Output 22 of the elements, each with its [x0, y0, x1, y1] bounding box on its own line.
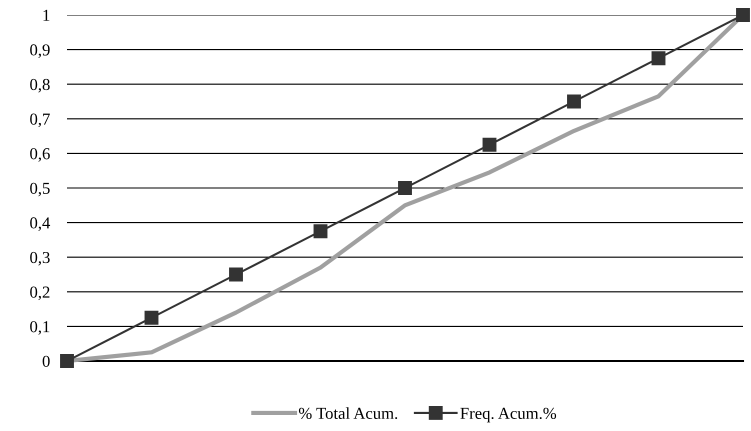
point [567, 94, 581, 108]
y-tick-label: 0,2 [30, 286, 50, 300]
y-tick-label: 1 [43, 10, 50, 21]
legend-label: Freq. Acum.% [460, 408, 556, 422]
point [314, 224, 328, 238]
y-tick-label: 0,4 [30, 217, 50, 231]
legend-label: % Total Acum. [298, 407, 398, 420]
point [229, 268, 243, 282]
y-tick-label: 0,9 [30, 44, 50, 58]
y-tick-label: 0 [42, 356, 50, 367]
y-tick-label: 0,6 [30, 148, 50, 162]
y-tick-label: 0,3 [30, 252, 50, 266]
point [60, 354, 74, 368]
y-tick-label: 0,7 [30, 114, 50, 128]
point [482, 138, 496, 152]
point [398, 181, 412, 195]
point [736, 8, 750, 22]
point [144, 310, 158, 325]
point [652, 51, 666, 66]
y-tick-label: 0,8 [30, 78, 50, 93]
y-tick-label: 0,5 [30, 182, 50, 196]
y-tick-label: 0,1 [30, 321, 50, 335]
